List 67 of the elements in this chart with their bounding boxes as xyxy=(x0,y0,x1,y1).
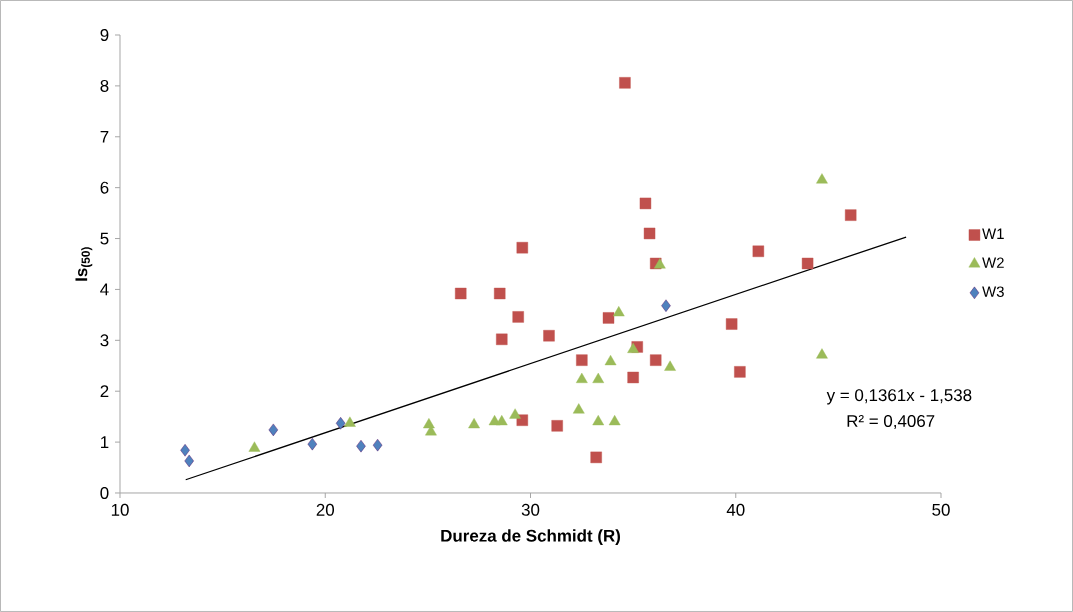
point xyxy=(643,227,656,240)
x-tick-label: 40 xyxy=(726,503,745,516)
legend-label: W2 xyxy=(982,257,1004,268)
legend-label: W1 xyxy=(982,228,1004,239)
point xyxy=(627,342,639,353)
point xyxy=(592,372,605,383)
point xyxy=(576,372,588,383)
point xyxy=(516,242,528,254)
point xyxy=(496,333,508,345)
point xyxy=(845,209,857,221)
point xyxy=(268,423,279,437)
point xyxy=(356,439,366,453)
point xyxy=(604,354,617,366)
point xyxy=(725,318,738,330)
point xyxy=(551,420,563,432)
point xyxy=(590,451,602,464)
annotation: y = 0,1361x - 1,538 xyxy=(826,389,972,405)
legend-label: W3 xyxy=(982,286,1004,297)
point xyxy=(372,438,383,452)
y-tick-label: 5 xyxy=(100,232,109,245)
point xyxy=(664,360,676,371)
point xyxy=(650,354,662,366)
point xyxy=(816,348,828,359)
y-tick-label: 3 xyxy=(100,334,109,347)
annotation: R² = 0,4067 xyxy=(847,415,935,429)
y-axis-title: Is$_{(50)}$ xyxy=(75,247,93,281)
y-tick-label: 0 xyxy=(100,486,109,499)
point xyxy=(512,311,524,323)
point xyxy=(307,437,318,451)
point xyxy=(468,418,480,429)
y-tick-label: 7 xyxy=(100,130,109,143)
point xyxy=(494,287,506,300)
x-tick-label: 20 xyxy=(316,503,335,516)
point xyxy=(627,371,639,384)
point xyxy=(335,417,346,430)
y-tick-label: 8 xyxy=(100,79,109,92)
point xyxy=(572,403,585,414)
point xyxy=(543,330,555,342)
point xyxy=(344,416,356,427)
point xyxy=(455,287,467,300)
point xyxy=(752,245,765,257)
point xyxy=(612,306,625,317)
x-axis-title: Dureza de Schmidt (R) xyxy=(441,529,620,546)
y-tick-label: 9 xyxy=(100,28,109,41)
point xyxy=(592,415,605,426)
x-tick-label: 10 xyxy=(111,503,129,516)
point xyxy=(248,441,261,452)
y-tick-label: 2 xyxy=(100,385,109,398)
point xyxy=(661,299,671,312)
point xyxy=(816,173,828,184)
point xyxy=(653,258,666,269)
x-tick-label: 30 xyxy=(521,503,540,516)
point xyxy=(801,257,814,270)
x-tick-label: 50 xyxy=(932,503,950,516)
point xyxy=(619,77,631,89)
y-tick-label: 1 xyxy=(101,436,109,448)
point xyxy=(509,408,521,419)
point xyxy=(180,444,190,457)
point xyxy=(734,366,746,378)
point xyxy=(608,415,621,426)
point xyxy=(495,415,508,426)
point xyxy=(639,197,652,210)
point xyxy=(602,312,615,324)
y-tick-label: 4 xyxy=(100,283,109,296)
point xyxy=(184,454,194,468)
y-tick-label: 6 xyxy=(100,181,109,194)
point xyxy=(576,354,588,366)
